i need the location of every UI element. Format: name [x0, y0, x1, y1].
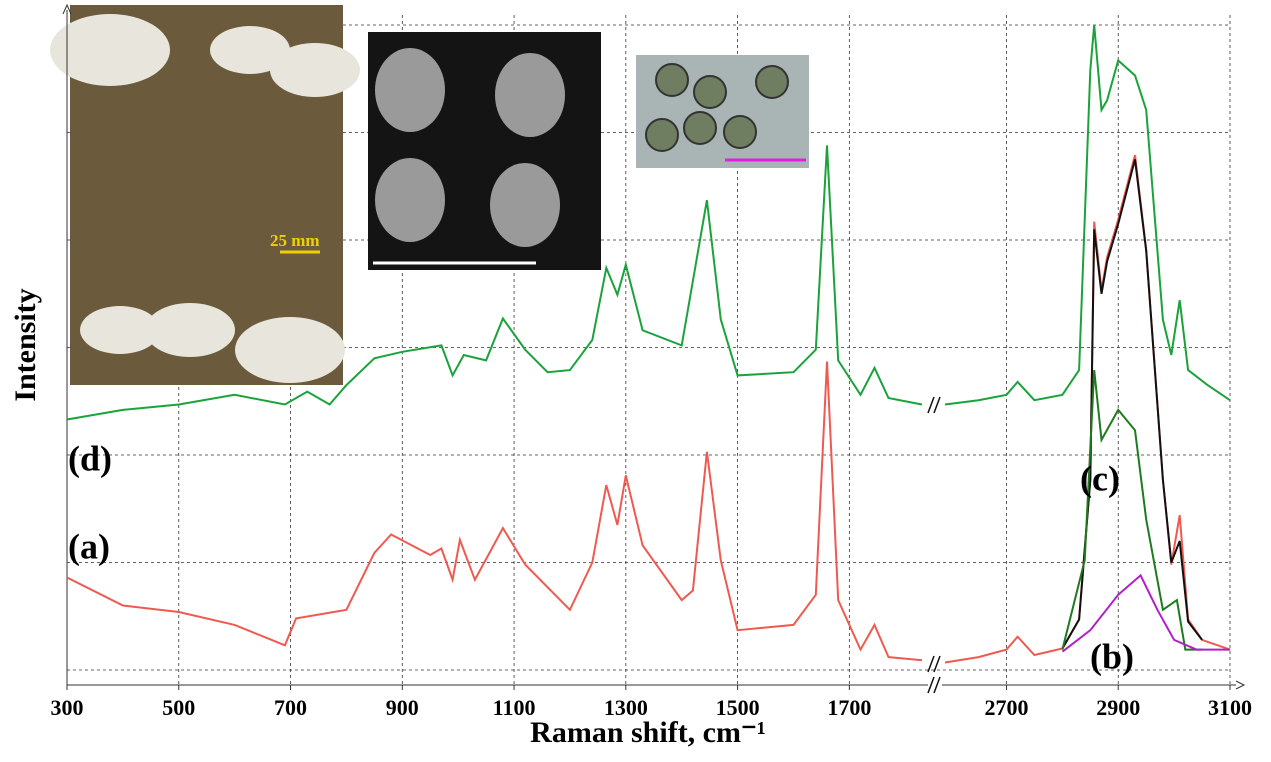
mushroom-cap — [270, 43, 360, 97]
spore — [375, 48, 445, 132]
spore — [646, 119, 678, 151]
series-label: (c) — [1080, 458, 1120, 498]
x-tick-label: 1300 — [604, 695, 648, 720]
x-tick-label: 1700 — [827, 695, 871, 720]
x-axis-label: Raman shift, cm⁻¹ — [530, 716, 766, 749]
spore — [724, 116, 756, 148]
spore — [684, 112, 716, 144]
series-label: (a) — [68, 526, 110, 566]
axis-arrow — [1236, 681, 1244, 689]
mushroom-cap — [50, 14, 170, 86]
spore — [694, 76, 726, 108]
x-tick-label: 900 — [386, 695, 419, 720]
spore — [375, 158, 445, 242]
x-tick-label: 3100 — [1208, 695, 1252, 720]
series-label: (b) — [1090, 636, 1134, 676]
axis-break — [928, 677, 940, 693]
y-axis-label: Intensity — [9, 288, 42, 401]
x-tick-label: 2900 — [1096, 695, 1140, 720]
x-tick-label: 1500 — [716, 695, 760, 720]
x-tick-label: 300 — [51, 695, 84, 720]
spore — [495, 53, 565, 137]
spore — [490, 163, 560, 247]
mushroom-cap — [235, 317, 345, 383]
x-tick-label: 2700 — [984, 695, 1028, 720]
spore — [656, 64, 688, 96]
x-tick-label: 500 — [162, 695, 195, 720]
chart: Intensity Raman shift, cm⁻¹ 300 500 700 900… — [0, 0, 1271, 762]
series-line — [1062, 370, 1202, 649]
mushroom-cap — [145, 303, 235, 357]
series-label: (d) — [68, 438, 112, 478]
x-tick-label: 700 — [274, 695, 307, 720]
axis-break — [928, 397, 940, 413]
x-tick-label: 1100 — [493, 695, 536, 720]
spore — [756, 66, 788, 98]
scale-label: 25 mm — [270, 231, 320, 250]
